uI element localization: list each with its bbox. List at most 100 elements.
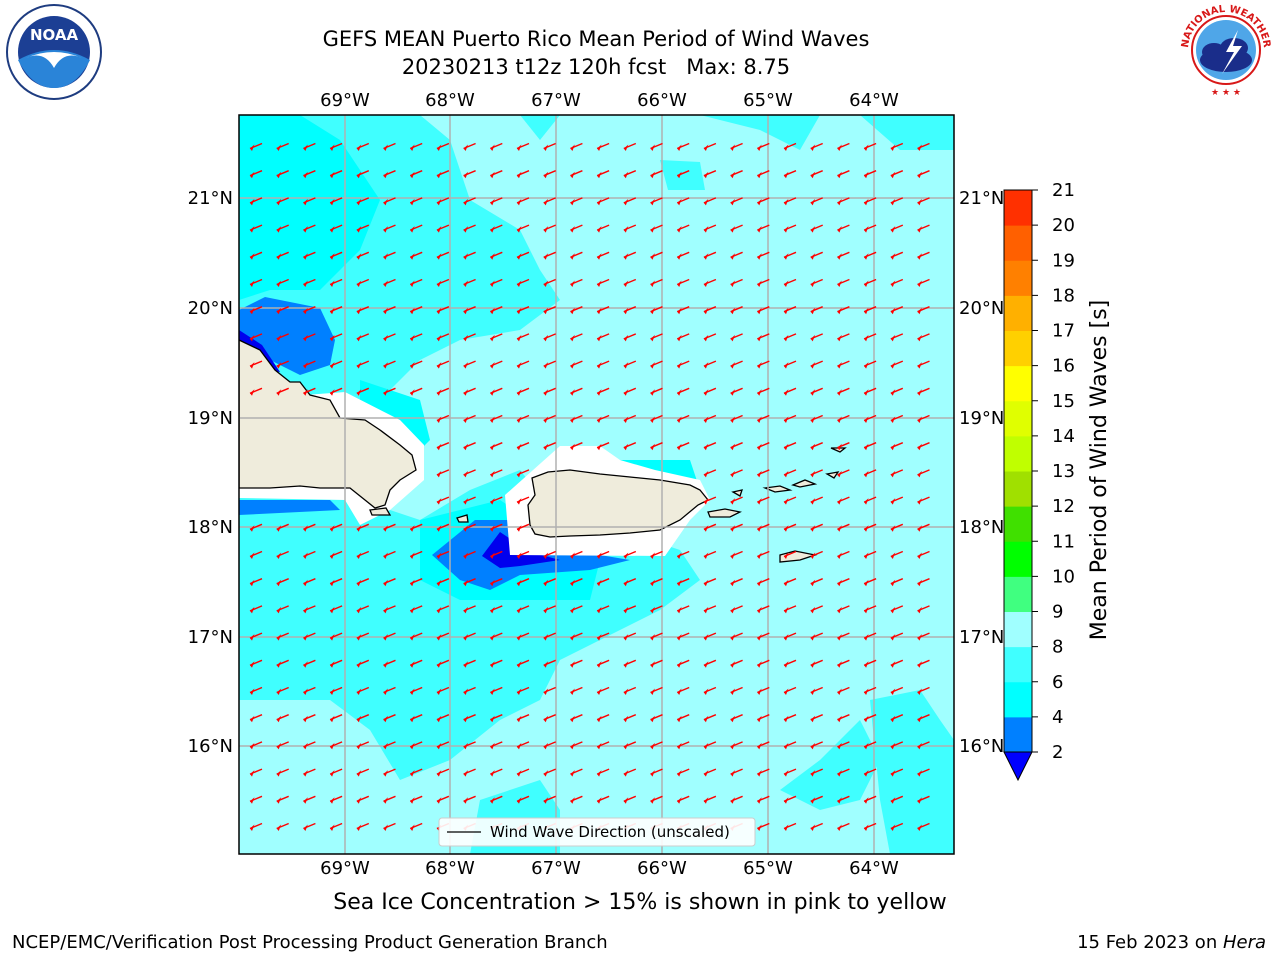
colorbar-tick-label: 10 [1052, 566, 1075, 587]
wind-arrow-head [703, 715, 709, 723]
wind-arrow-head [757, 688, 762, 695]
wind-arrow-head [623, 661, 629, 668]
lon-label: 67°W [531, 90, 581, 111]
wind-arrow-head [703, 634, 709, 641]
wind-arrow-head [490, 770, 495, 777]
wind-arrow-head [917, 498, 922, 505]
wind-arrow-head [757, 443, 762, 451]
wind-arrow-head [276, 579, 282, 587]
colorbar-tick-label: 9 [1052, 602, 1063, 623]
wind-arrow-head [917, 661, 922, 668]
map-area [239, 115, 954, 854]
wind-arrow-head [677, 280, 682, 287]
wind-arrow-head [303, 226, 308, 233]
wind-arrow-head [410, 824, 415, 831]
wind-arrow-head [356, 171, 362, 179]
wind-arrow-head [356, 742, 362, 750]
wind-arrow-head [890, 226, 896, 233]
wind-arrow-head [410, 525, 415, 532]
wind-arrow-head [250, 525, 255, 532]
lat-label: 21°N [959, 188, 1004, 209]
wind-arrow-head [917, 470, 922, 478]
wind-arrow-head [837, 770, 842, 777]
wind-arrow-head [356, 824, 362, 831]
wind-arrow-head [383, 334, 388, 342]
wind-arrow-head [837, 688, 842, 695]
wind-arrow-head [917, 715, 922, 723]
wind-arrow-head [490, 144, 495, 151]
wind-arrow-head [543, 334, 549, 342]
wind-arrow-head [730, 797, 736, 804]
colorbar-segment [1004, 330, 1032, 367]
wind-arrow-head [890, 797, 896, 804]
wind-arrow-head [303, 634, 308, 641]
wind-arrow-head [784, 307, 789, 315]
wind-arrow-head [463, 389, 469, 396]
wind-arrow-head [570, 334, 575, 342]
wind-arrow-head [730, 688, 736, 695]
wind-arrow-head [890, 824, 896, 831]
wind-arrow-head [784, 688, 789, 695]
wind-arrow-head [730, 253, 736, 260]
wind-arrow-head [784, 742, 789, 750]
wind-arrow-head [490, 742, 495, 750]
wind-arrow-head [383, 661, 388, 668]
wind-arrow-head [757, 770, 762, 777]
colorbar-segment [1004, 190, 1032, 226]
wind-arrow-head [864, 144, 869, 151]
wind-arrow-head [463, 280, 469, 287]
wind-arrow-head [570, 797, 575, 804]
lon-label: 69°W [320, 90, 370, 111]
wind-arrow-head [436, 334, 442, 342]
wind-arrow-head [410, 688, 415, 695]
wind-arrow-head [517, 389, 522, 396]
wind-arrow-head [677, 253, 682, 260]
wind-arrow-head [356, 715, 362, 723]
wind-arrow-head [490, 362, 495, 369]
wind-arrow-head [410, 307, 415, 315]
wind-arrow-head [517, 797, 522, 804]
colorbar-segment [1004, 681, 1032, 718]
sea-ice-note: Sea Ice Concentration > 15% is shown in … [333, 890, 947, 915]
lat-labels-right: 21°N 20°N 19°N 18°N 17°N 16°N [959, 188, 1004, 757]
wind-arrow-head [837, 389, 842, 396]
wind-arrow-head [757, 362, 762, 369]
wind-arrow-head [730, 226, 736, 233]
colorbar-segment [1004, 365, 1032, 402]
wind-arrow-head [890, 525, 896, 532]
wind-arrow-head [677, 171, 682, 179]
wind-arrow-head [463, 688, 469, 695]
wind-arrow-head [410, 198, 415, 206]
wind-arrow-head [810, 307, 816, 315]
wind-arrow-head [810, 770, 816, 777]
wind-arrow-head [517, 307, 522, 315]
wind-arrow-head [837, 470, 842, 478]
wind-arrow-head [330, 552, 335, 559]
wind-arrow-head [436, 579, 442, 587]
wind-arrow-head [864, 688, 869, 695]
wind-arrow-head [917, 797, 922, 804]
wind-arrow-head [276, 307, 282, 315]
wind-arrow-head [490, 525, 495, 532]
wind-arrow-head [677, 416, 682, 423]
wind-arrow-head [436, 144, 442, 151]
footer-host: Hera [1222, 932, 1266, 953]
wind-arrow-head [810, 525, 816, 532]
wind-arrow-head [730, 552, 736, 559]
wind-arrow-head [543, 634, 549, 641]
wind-arrow-head [250, 198, 255, 206]
wind-arrow-head [356, 334, 362, 342]
wind-arrow-head [570, 634, 575, 641]
wind-arrow-head [784, 470, 789, 478]
wind-arrow-head [650, 606, 655, 614]
wind-arrow-head [837, 334, 842, 342]
wind-arrow-head [490, 606, 495, 614]
wind-arrow-head [356, 606, 362, 614]
wind-arrow-head [730, 389, 736, 396]
wind-arrow-head [757, 606, 762, 614]
gridlines [239, 115, 954, 854]
wind-arrow-head [436, 634, 442, 641]
wind-arrow-head [410, 715, 415, 723]
wind-arrow-head [703, 552, 709, 559]
wind-arrow-head [650, 688, 655, 695]
